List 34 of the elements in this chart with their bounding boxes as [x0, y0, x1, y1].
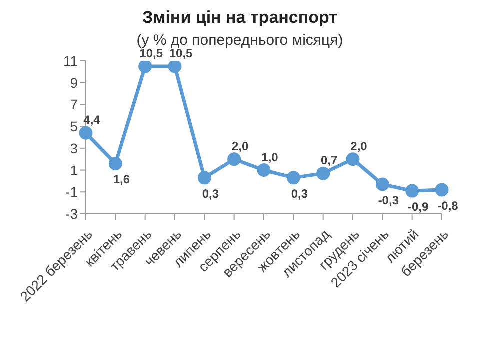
data-label: -0,9: [408, 200, 429, 214]
point: [168, 61, 182, 74]
chart-title: Зміни цін на транспорт: [141, 8, 339, 28]
point: [257, 164, 271, 178]
point: [108, 156, 122, 170]
y-tick-label: 11: [63, 52, 78, 69]
data-label: 4,4: [84, 113, 101, 128]
data-label: 2,0: [232, 139, 249, 154]
y-tick-label: 3: [70, 140, 78, 156]
data-label: 1,0: [262, 150, 279, 164]
point: [79, 126, 93, 140]
data-label: 0,3: [291, 186, 308, 201]
point: [228, 152, 242, 166]
data-label: 0,7: [320, 154, 338, 168]
data-label: -0,8: [438, 198, 459, 213]
y-tick-label: -1: [66, 184, 78, 200]
y-tick-label: -3: [66, 206, 78, 222]
y-tick-label: 5: [70, 118, 78, 135]
point: [316, 166, 330, 180]
data-label: 1,6: [113, 172, 130, 187]
point: [435, 183, 449, 197]
point: [198, 171, 212, 185]
data-label: -0,3: [378, 193, 400, 208]
y-tick-label: 1: [70, 162, 78, 178]
y-tick-label: 9: [70, 74, 78, 91]
data-label: 0,3: [202, 186, 220, 201]
point: [138, 61, 152, 74]
point: [346, 152, 360, 166]
data-label: 2,0: [350, 139, 368, 154]
point: [286, 171, 300, 185]
y-tick-label: 7: [70, 96, 78, 113]
chart-subtitle: (у % до попереднього місяця): [136, 32, 344, 49]
point: [406, 184, 420, 198]
point: [376, 178, 390, 192]
